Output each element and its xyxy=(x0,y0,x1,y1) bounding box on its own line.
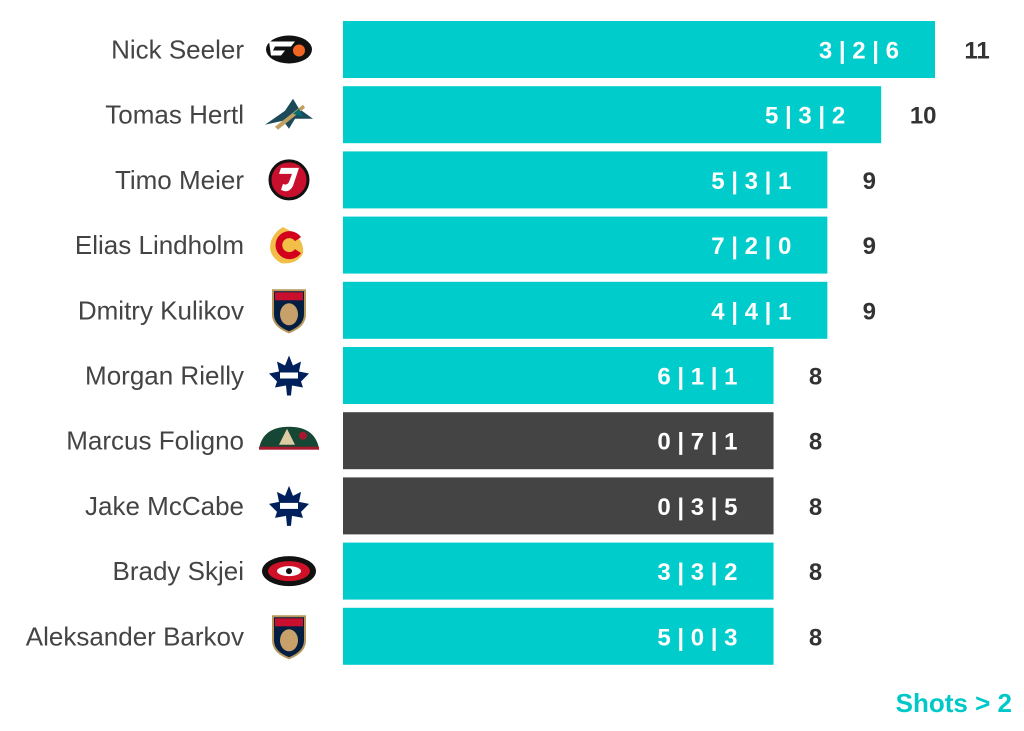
player-name-9: Brady Skjei xyxy=(113,556,245,586)
logo-njd-disc xyxy=(268,159,310,201)
logo-tor-text-band xyxy=(280,372,298,379)
fla-logo-icon-10 xyxy=(272,615,306,660)
team-logos-layer xyxy=(259,35,319,660)
player-name-7: Marcus Foligno xyxy=(66,426,244,456)
bar-total-label-2: 10 xyxy=(910,103,937,130)
bar-breakdown-label-7: 0 | 7 | 1 xyxy=(657,429,737,456)
cgy-logo-icon-4 xyxy=(270,227,304,264)
player-name-10: Aleksander Barkov xyxy=(26,621,244,651)
bar-breakdown-label-8: 0 | 3 | 5 xyxy=(657,494,737,521)
bar-breakdown-label-3: 5 | 3 | 1 xyxy=(711,168,791,195)
logo-njd-letter xyxy=(279,167,299,192)
bar-5 xyxy=(343,281,828,339)
player-name-3: Timo Meier xyxy=(115,165,244,195)
bar-8 xyxy=(343,477,774,535)
fla-logo-icon-5 xyxy=(272,289,306,334)
logo-phi-wing xyxy=(269,41,295,56)
player-name-1: Nick Seeler xyxy=(111,35,244,65)
bar-total-label-9: 8 xyxy=(809,559,822,586)
tor-logo-icon-8 xyxy=(269,485,309,526)
bar-breakdown-label-2: 5 | 3 | 2 xyxy=(765,103,845,130)
logo-fla-panther xyxy=(280,303,298,326)
logo-min-hill xyxy=(279,428,295,445)
filter-note: Shots > 2 xyxy=(895,688,1012,718)
bar-breakdown-label-9: 3 | 3 | 2 xyxy=(657,559,737,586)
njd-logo-icon-3 xyxy=(268,159,310,201)
bar-total-label-1: 11 xyxy=(964,38,989,65)
sjs-logo-icon-2 xyxy=(265,98,313,130)
logo-fla-banner xyxy=(275,292,303,301)
logo-car-center xyxy=(286,568,292,575)
bar-labels-layer: 3 | 2 | 6 11 5 | 3 | 2 10 5 | 3 | 1 9 7 | 2 | … xyxy=(657,38,989,652)
bar-breakdown-label-5: 4 | 4 | 1 xyxy=(711,298,791,325)
bar-breakdown-label-4: 7 | 2 | 0 xyxy=(711,233,791,260)
bar-10 xyxy=(343,607,774,665)
bar-2 xyxy=(343,86,882,144)
player-name-8: Jake McCabe xyxy=(85,491,244,521)
bar-breakdown-label-6: 6 | 1 | 1 xyxy=(657,364,737,391)
logo-fla-banner xyxy=(275,618,303,627)
logo-cgy-letter xyxy=(275,231,301,260)
phi-logo-icon-1 xyxy=(266,35,312,64)
bar-total-label-8: 8 xyxy=(809,494,822,521)
player-names-layer: Nick Seeler Tomas Hertl Timo Meier Elias Li… xyxy=(26,35,245,652)
logo-tor-text-band xyxy=(280,502,298,509)
bar-9 xyxy=(343,542,774,600)
player-name-2: Tomas Hertl xyxy=(105,100,244,130)
bar-total-label-4: 9 xyxy=(863,233,876,260)
logo-min-sun xyxy=(299,431,307,440)
bar-6 xyxy=(343,347,774,404)
tor-logo-icon-6 xyxy=(269,355,309,396)
bar-breakdown-label-1: 3 | 2 | 6 xyxy=(819,38,899,65)
player-name-4: Elias Lindholm xyxy=(75,230,244,260)
player-name-5: Dmitry Kulikov xyxy=(78,295,244,325)
bar-total-label-7: 8 xyxy=(809,429,822,456)
bar-breakdown-label-10: 5 | 0 | 3 xyxy=(657,624,737,651)
bar-7 xyxy=(343,412,774,470)
logo-sjs-fin xyxy=(293,108,303,117)
player-name-6: Morgan Rielly xyxy=(85,361,244,391)
logo-phi-dot xyxy=(293,44,305,57)
bar-3 xyxy=(343,151,828,209)
car-logo-icon-9 xyxy=(262,556,316,587)
logo-min-stripe xyxy=(259,446,319,450)
bar-total-label-3: 9 xyxy=(863,168,876,195)
bars-layer xyxy=(343,21,935,665)
min-logo-icon-7 xyxy=(259,426,319,450)
bar-4 xyxy=(343,216,828,274)
logo-sjs-shark xyxy=(265,98,313,129)
bar-total-label-6: 8 xyxy=(809,364,822,391)
bar-total-label-5: 9 xyxy=(863,298,876,325)
logo-fla-panther xyxy=(280,629,298,652)
bar-1 xyxy=(343,21,935,78)
bar-total-label-10: 8 xyxy=(809,624,822,651)
